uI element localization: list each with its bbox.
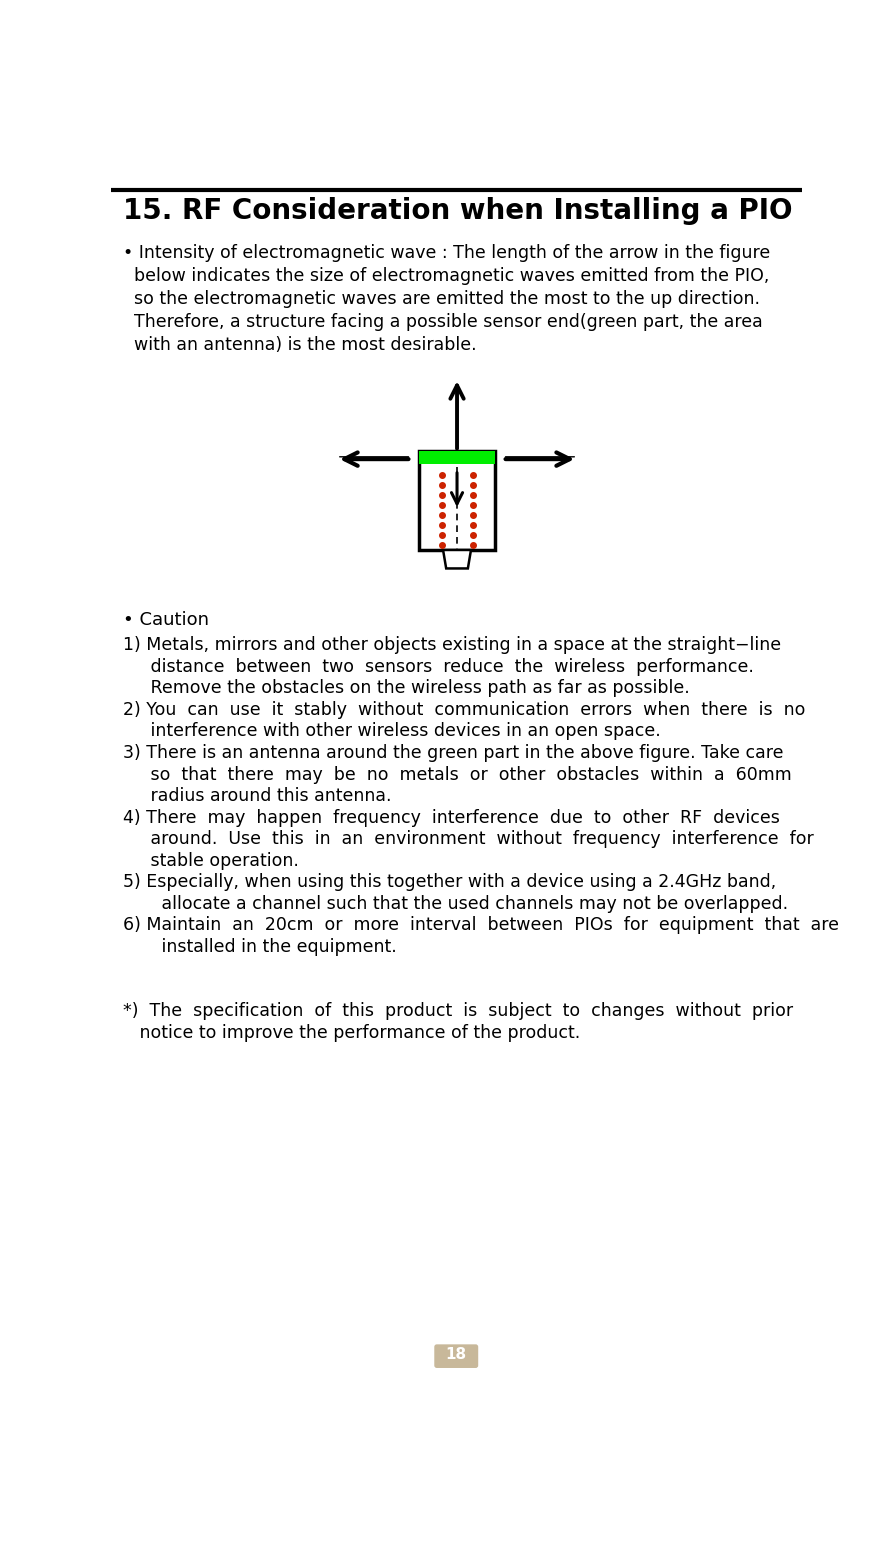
Text: so the electromagnetic waves are emitted the most to the up direction.: so the electromagnetic waves are emitted… <box>123 289 760 308</box>
Text: Remove the obstacles on the wireless path as far as possible.: Remove the obstacles on the wireless pat… <box>123 680 690 697</box>
Text: 1) Metals, mirrors and other objects existing in a space at the straight−line: 1) Metals, mirrors and other objects exi… <box>123 636 781 655</box>
Bar <box>419 452 495 550</box>
Text: 5) Especially, when using this together with a device using a 2.4GHz band,: 5) Especially, when using this together … <box>123 873 776 892</box>
Polygon shape <box>443 550 471 568</box>
Text: installed in the equipment.: installed in the equipment. <box>123 938 396 957</box>
Text: 6) Maintain  an  20cm  or  more  interval  between  PIOs  for  equipment  that  : 6) Maintain an 20cm or more interval bet… <box>123 916 839 935</box>
Text: 3) There is an antenna around the green part in the above figure. Take care: 3) There is an antenna around the green … <box>123 745 783 762</box>
Text: 18: 18 <box>446 1347 467 1362</box>
Text: so  that  there  may  be  no  metals  or  other  obstacles  within  a  60mm: so that there may be no metals or other … <box>123 766 792 783</box>
Text: notice to improve the performance of the product.: notice to improve the performance of the… <box>123 1023 580 1042</box>
Text: Therefore, a structure facing a possible sensor end(green part, the area: Therefore, a structure facing a possible… <box>123 313 763 331</box>
Text: interference with other wireless devices in an open space.: interference with other wireless devices… <box>123 723 661 740</box>
Text: stable operation.: stable operation. <box>123 851 298 870</box>
Bar <box>419 452 495 464</box>
Text: around.  Use  this  in  an  environment  without  frequency  interference  for: around. Use this in an environment witho… <box>123 830 813 848</box>
Text: • Caution: • Caution <box>123 611 209 628</box>
Text: 15. RF Consideration when Installing a PIO: 15. RF Consideration when Installing a P… <box>123 197 792 226</box>
Text: radius around this antenna.: radius around this antenna. <box>123 786 391 805</box>
Text: with an antenna) is the most desirable.: with an antenna) is the most desirable. <box>123 336 477 354</box>
Text: *)  The  specification  of  this  product  is  subject  to  changes  without  pr: *) The specification of this product is … <box>123 1002 793 1020</box>
Text: distance  between  two  sensors  reduce  the  wireless  performance.: distance between two sensors reduce the … <box>123 658 754 676</box>
Text: • Intensity of electromagnetic wave : The length of the arrow in the figure: • Intensity of electromagnetic wave : Th… <box>123 243 770 262</box>
Text: allocate a channel such that the used channels may not be overlapped.: allocate a channel such that the used ch… <box>123 895 789 913</box>
Text: 4) There  may  happen  frequency  interference  due  to  other  RF  devices: 4) There may happen frequency interferen… <box>123 808 780 827</box>
FancyBboxPatch shape <box>436 1345 478 1367</box>
Text: below indicates the size of electromagnetic waves emitted from the PIO,: below indicates the size of electromagne… <box>123 266 769 285</box>
Text: 2) You  can  use  it  stably  without  communication  errors  when  there  is  n: 2) You can use it stably without communi… <box>123 701 805 718</box>
